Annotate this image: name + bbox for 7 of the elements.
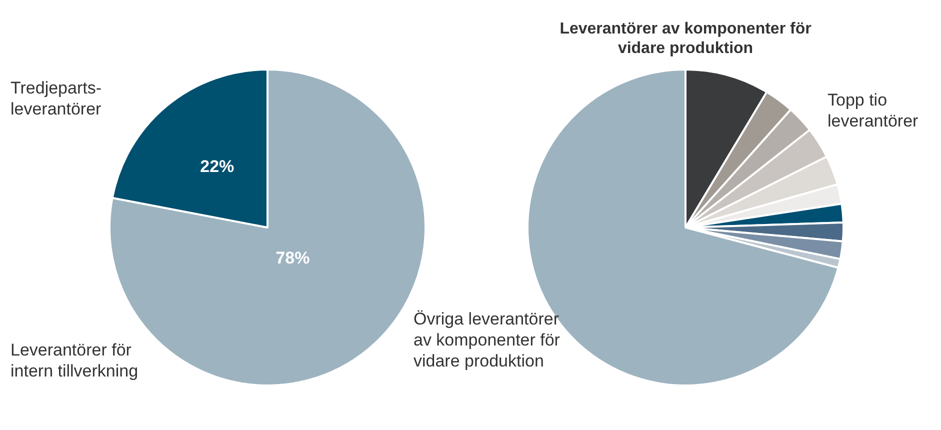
slice-label: Tredjeparts- leverantörer xyxy=(10,78,102,118)
text: Topp tio leverantörer xyxy=(828,90,919,130)
data-label: 22% xyxy=(200,157,234,176)
data-label: 78% xyxy=(276,248,310,268)
slice-label: Övriga leverantörer av komponenter för vidare produktion xyxy=(414,310,560,370)
chart-title: Leverantörer av komponenter för vidare produktion xyxy=(560,20,812,58)
slice-label: Leverantörer för intern tillverkning xyxy=(10,340,138,380)
